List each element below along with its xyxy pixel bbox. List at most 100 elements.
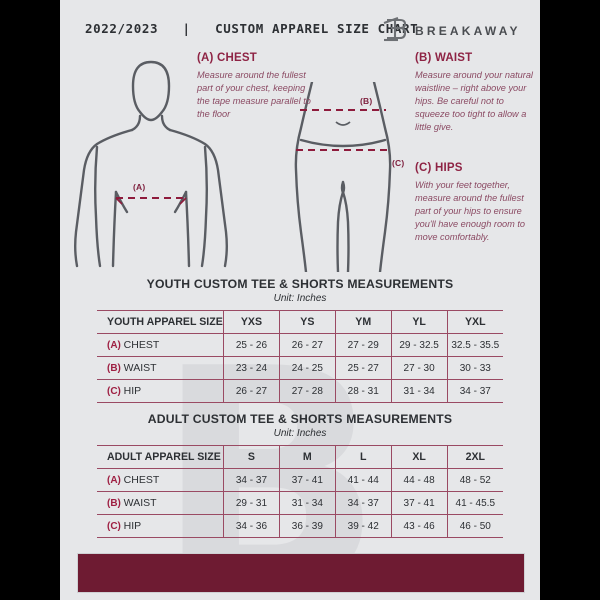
hips-figure (294, 82, 392, 272)
table-row: (B) WAIST 23 - 24 24 - 25 25 - 27 27 - 3… (97, 356, 503, 380)
hip-measure-line (296, 148, 390, 152)
youth-section-title: YOUTH CUSTOM TEE & SHORTS MEASUREMENTS (146, 277, 454, 291)
adult-hip-1: 36 - 39 (278, 514, 336, 538)
adult-row-tag-waist: (B) (107, 498, 121, 509)
table-row: (A) CHEST 25 - 26 26 - 27 27 - 29 29 - 3… (97, 333, 503, 357)
header-title: 2022/2023 | CUSTOM APPAREL SIZE CHART (85, 21, 418, 36)
adult-size-col-1: M (278, 445, 336, 469)
youth-row-name-hip: HIP (123, 385, 142, 397)
adult-row-name-chest: CHEST (123, 474, 160, 486)
youth-waist-0: 23 - 24 (223, 356, 280, 380)
adult-row-label-waist: (B) WAIST (97, 491, 224, 515)
table-row: (B) WAIST 29 - 31 31 - 34 34 - 37 37 - 4… (97, 491, 503, 515)
youth-size-col-3: YL (390, 310, 448, 334)
page-header: 2022/2023 | CUSTOM APPAREL SIZE CHART BR… (60, 0, 540, 58)
youth-waist-1: 24 - 25 (278, 356, 336, 380)
header-season: 2022/2023 (85, 21, 159, 36)
measurement-diagram: (A) (B) (C) (A) CHEST Measure arou (60, 52, 540, 272)
table-row: (C) HIP 34 - 36 36 - 39 39 - 42 43 - 46 … (97, 514, 503, 538)
adult-waist-0: 29 - 31 (223, 491, 280, 515)
waist-marker-label: (B) (360, 96, 373, 106)
youth-size-col-2: YM (334, 310, 392, 334)
youth-row-label-waist: (B) WAIST (97, 356, 224, 380)
youth-waist-4: 30 - 33 (446, 356, 503, 380)
waist-callout: (B) WAIST Measure around your natural wa… (415, 52, 537, 134)
chest-callout-body: Measure around the fullest part of your … (197, 70, 311, 120)
adult-hip-3: 43 - 46 (390, 514, 448, 538)
table-row: (C) HIP 26 - 27 27 - 28 28 - 31 31 - 34 … (97, 379, 503, 403)
chest-marker-label: (A) (133, 182, 146, 192)
adult-section-title: ADULT CUSTOM TEE & SHORTS MEASUREMENTS (147, 412, 453, 426)
brand-name: BREAKAWAY (415, 24, 521, 38)
youth-hip-0: 26 - 27 (223, 379, 280, 403)
adult-size-table: ADULT APPAREL SIZE S M L XL 2XL (A) CHES… (97, 445, 503, 538)
adult-row-name-waist: WAIST (123, 497, 157, 509)
breakaway-b-monogram-icon (378, 14, 410, 46)
hip-marker-label: (C) (392, 158, 405, 168)
hips-callout: (C) HIPS With your feet together, measur… (415, 162, 540, 244)
footer-banner (77, 553, 525, 593)
youth-row-label-chest: (A) CHEST (97, 333, 224, 357)
adult-row-label-hip: (C) HIP (97, 514, 224, 538)
youth-hip-2: 28 - 31 (334, 379, 392, 403)
youth-chest-3: 29 - 32.5 (390, 333, 448, 357)
waist-callout-heading: (B) WAIST (415, 52, 473, 64)
size-chart-page: B 2022/2023 | CUSTOM APPAREL SIZE CHART … (60, 0, 540, 600)
youth-size-col-4: YXL (446, 310, 503, 334)
adult-hip-4: 46 - 50 (446, 514, 503, 538)
youth-section-unit: Unit: Inches (273, 293, 327, 304)
waist-callout-body: Measure around your natural waistline – … (415, 70, 533, 133)
adult-hip-0: 34 - 36 (223, 514, 280, 538)
header-chart-title: CUSTOM APPAREL SIZE CHART (215, 21, 419, 36)
adult-size-col-2: L (334, 445, 392, 469)
adult-waist-1: 31 - 34 (278, 491, 336, 515)
youth-header-row: YOUTH APPAREL SIZE YXS YS YM YL YXL (97, 310, 503, 334)
chest-measure-line (115, 196, 187, 205)
adult-size-col-4: 2XL (446, 445, 503, 469)
adult-chest-2: 41 - 44 (334, 468, 392, 492)
adult-chest-0: 34 - 37 (223, 468, 280, 492)
adult-chest-3: 44 - 48 (390, 468, 448, 492)
adult-header-row: ADULT APPAREL SIZE S M L XL 2XL (97, 445, 503, 469)
adult-waist-2: 34 - 37 (334, 491, 392, 515)
youth-waist-2: 25 - 27 (334, 356, 392, 380)
youth-hip-4: 34 - 37 (446, 379, 503, 403)
chest-callout-heading: (A) CHEST (197, 52, 257, 64)
youth-size-col-0: YXS (223, 310, 280, 334)
adult-size-label: ADULT APPAREL SIZE (97, 445, 224, 469)
chest-callout: (A) CHEST Measure around the fullest par… (197, 52, 315, 121)
hips-callout-heading: (C) HIPS (415, 162, 463, 174)
youth-chest-2: 27 - 29 (334, 333, 392, 357)
youth-size-table: YOUTH APPAREL SIZE YXS YS YM YL YXL (A) … (97, 310, 503, 403)
youth-row-tag-waist: (B) (107, 363, 121, 374)
table-row: (A) CHEST 34 - 37 37 - 41 41 - 44 44 - 4… (97, 468, 503, 492)
youth-size-col-1: YS (278, 310, 336, 334)
adult-waist-3: 37 - 41 (390, 491, 448, 515)
header-separator: | (182, 21, 191, 36)
adult-section-unit: Unit: Inches (273, 428, 327, 439)
adult-hip-2: 39 - 42 (334, 514, 392, 538)
hips-callout-body: With your feet together, measure around … (415, 180, 526, 243)
adult-chest-1: 37 - 41 (278, 468, 336, 492)
youth-row-tag-chest: (A) (107, 340, 121, 351)
youth-hip-3: 31 - 34 (390, 379, 448, 403)
youth-size-label: YOUTH APPAREL SIZE (97, 310, 224, 334)
adult-size-col-0: S (223, 445, 280, 469)
youth-chest-0: 25 - 26 (223, 333, 280, 357)
adult-row-name-hip: HIP (123, 520, 142, 532)
adult-size-col-3: XL (390, 445, 448, 469)
youth-chest-1: 26 - 27 (278, 333, 336, 357)
adult-row-tag-chest: (A) (107, 475, 121, 486)
adult-chest-4: 48 - 52 (446, 468, 503, 492)
youth-row-label-hip: (C) HIP (97, 379, 224, 403)
youth-row-tag-hip: (C) (107, 386, 121, 397)
youth-chest-4: 32.5 - 35.5 (446, 333, 503, 357)
adult-row-tag-hip: (C) (107, 521, 121, 532)
waist-measure-line (300, 108, 386, 112)
youth-waist-3: 27 - 30 (390, 356, 448, 380)
youth-row-name-waist: WAIST (123, 362, 157, 374)
adult-row-label-chest: (A) CHEST (97, 468, 224, 492)
adult-waist-4: 41 - 45.5 (446, 491, 503, 515)
youth-hip-1: 27 - 28 (278, 379, 336, 403)
youth-row-name-chest: CHEST (123, 339, 160, 351)
